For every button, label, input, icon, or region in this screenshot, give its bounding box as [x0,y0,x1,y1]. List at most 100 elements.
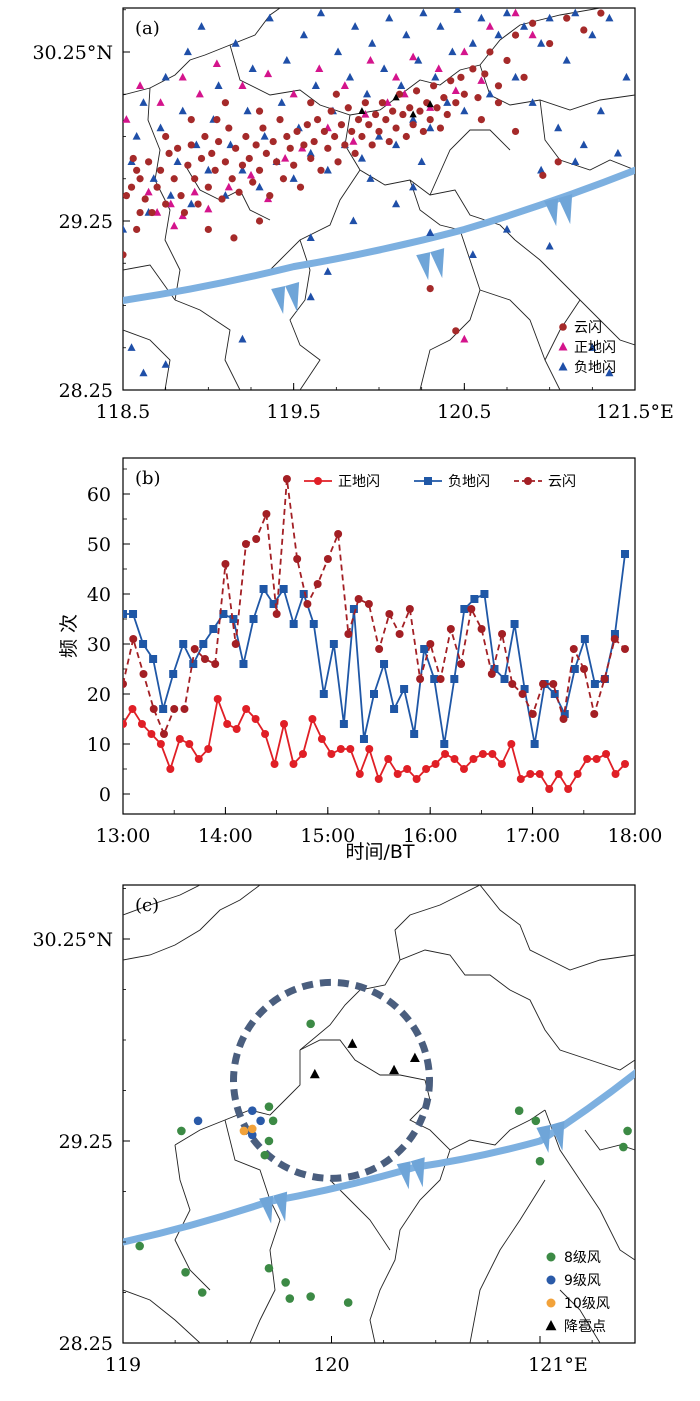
negative-cg-point [345,72,355,81]
cloud-flash-point [457,73,465,81]
series-marker [149,655,158,663]
hail-point [409,110,417,118]
x-tick-label: 14:00 [198,825,253,847]
series-marker [545,785,554,793]
negative-cg-point [448,47,457,56]
negative-cg-point [419,8,428,17]
cloud-flash-point [174,144,182,152]
series-marker [159,705,168,713]
cloud-flash-point [293,127,301,136]
series-marker [507,740,516,748]
front-barb [558,194,573,225]
legend-label: 云闪 [548,474,576,490]
series-marker [478,750,487,758]
cloud-flash-point [204,183,212,191]
wind9-point [256,1116,265,1126]
series-marker [249,615,258,623]
legend-marker [314,477,322,485]
negative-cg-point [392,199,401,208]
cloud-flash-point [351,149,359,157]
series-marker [364,600,373,608]
series-marker [457,660,466,668]
cold-front-barbs [271,194,573,314]
wind8-point [264,1136,274,1146]
legend-label: 正地闪 [574,340,616,356]
cloud-flash-point [389,107,397,115]
series-marker [611,770,620,778]
cloud-flash-point [416,107,424,115]
cloud-flash-point [365,121,373,129]
y-tick-label: 10 [87,734,111,756]
wind8-point [181,1268,190,1277]
cloud-flash-point [273,158,281,166]
cloud-flash-point [300,141,308,149]
front-barb [285,281,300,312]
legend-marker [546,1275,556,1285]
front-barb [550,1120,565,1151]
cloud-flash-point [133,166,141,174]
legend-label: 8级风 [564,1250,601,1266]
wind8-point [306,1019,315,1029]
hail-point [358,107,366,114]
cloud-flash-point [563,14,571,22]
x-tick-label: 13:00 [96,825,151,847]
series-marker [139,640,148,648]
y-tick-label: 30 [87,634,111,656]
negative-cg-point [537,39,546,47]
series-marker [535,770,544,778]
cloud-flash-point [354,116,363,124]
negative-cg-point [537,165,546,174]
cloud-flash-point [303,121,311,129]
cloud-flash-point [419,127,427,136]
negative-cg-point [173,157,182,165]
cloud-flash-point [332,90,340,98]
negative-cg-point [333,47,343,56]
series-marker [459,765,468,773]
series-marker [354,595,363,603]
positive-cg-point [392,72,401,81]
cloud-flash-point [348,127,356,136]
series-marker [621,760,629,768]
cloud-flash-point [307,99,315,107]
series-marker [344,630,353,638]
negative-cg-point [161,360,170,368]
wind8-point [343,1298,353,1307]
panel-b-axes: 13:00 14:00 15:00 16:00 17:00 18:00 0 10 20 30 40 5… [87,468,662,847]
series-marker [446,625,455,633]
legend-label: 云闪 [574,320,602,336]
series-marker [426,640,435,648]
series-marker [480,590,489,598]
series-marker [349,605,358,613]
x-tick-label: 118.5 [96,401,150,423]
negative-cg-point [306,233,315,242]
series-marker [221,560,230,568]
cloud-flash-point [235,188,243,196]
y-tick-label: 29.25 [59,1131,113,1153]
series-marker [190,645,199,653]
cloud-flash-point [123,251,127,259]
negative-cg-point [528,98,537,106]
series-marker [319,690,328,698]
negative-cg-point [204,165,213,174]
lightning-points [123,8,631,377]
hail-point [309,1068,320,1079]
cloud-flash-point [148,208,156,217]
front-barb [410,1157,425,1188]
cloud-flash-point [371,110,380,119]
cloud-flash-point [440,94,448,102]
negative-cg-point [571,8,580,17]
series-marker [242,705,251,713]
positive-cg-point [366,55,375,64]
series-marker [412,775,421,783]
series-marker [123,720,127,728]
series-marker [147,730,156,738]
cloud-flash-point [133,225,141,234]
series-marker [621,550,629,558]
series-marker [440,740,449,748]
cloud-flash-point [310,137,318,146]
series-marker [559,715,568,723]
cloud-flash-point [129,154,137,163]
cloud-flash-point [262,149,270,157]
negative-cg-point [554,123,563,132]
negative-cg-point [306,148,315,157]
